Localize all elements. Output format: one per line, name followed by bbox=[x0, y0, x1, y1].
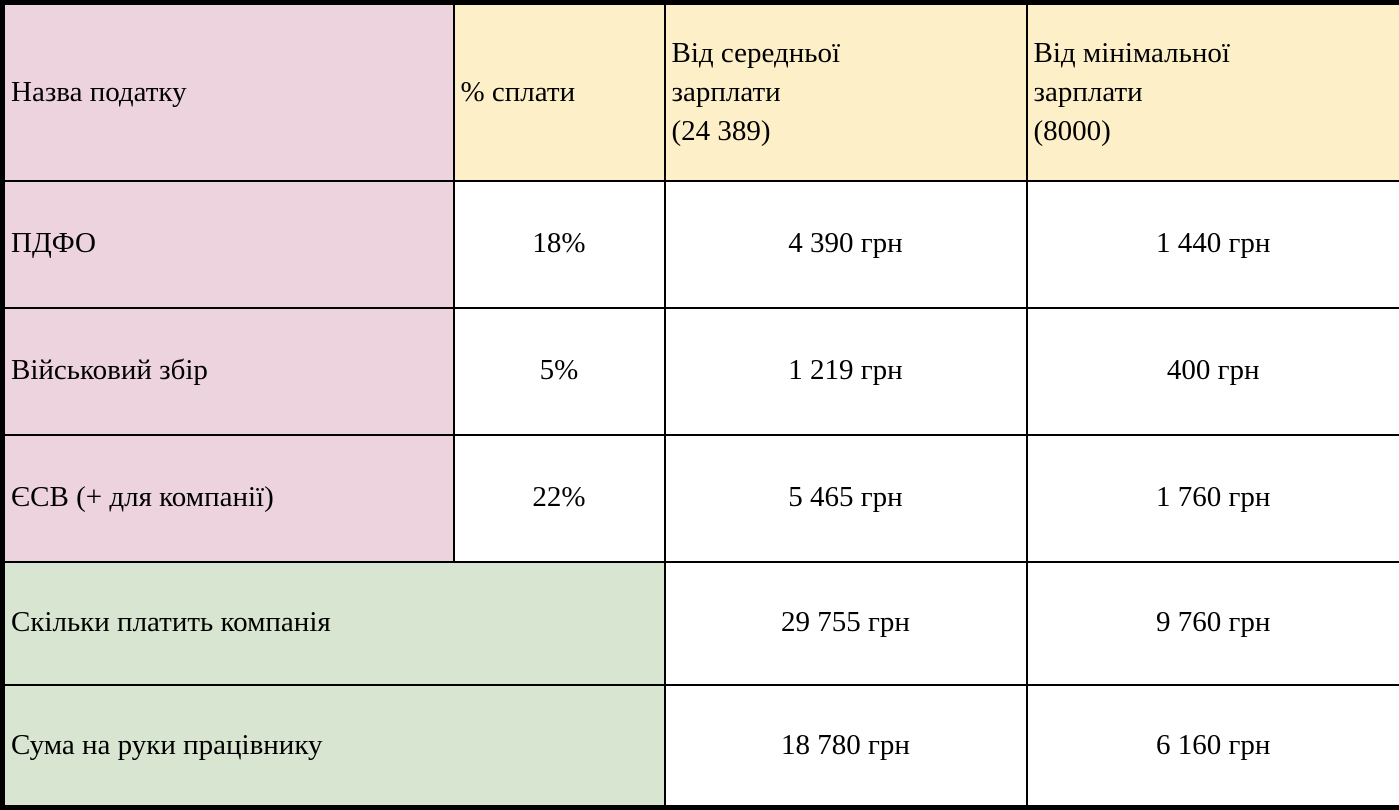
table-header-row: Назва податку % сплати Від середньої зар… bbox=[3, 3, 1399, 181]
tax-min-pdfo: 1 440 грн bbox=[1027, 181, 1399, 308]
table-row: ЄСВ (+ для компанії) 22% 5 465 грн 1 760… bbox=[3, 435, 1399, 562]
tax-percent-esv: 22% bbox=[454, 435, 665, 562]
header-percent: % сплати bbox=[454, 3, 665, 181]
tax-percent-pdfo: 18% bbox=[454, 181, 665, 308]
tax-avg-esv: 5 465 грн bbox=[665, 435, 1027, 562]
tax-name-military: Військовий збір bbox=[3, 308, 454, 435]
summary-min-net-pay: 6 160 грн bbox=[1027, 685, 1399, 808]
tax-min-military: 400 грн bbox=[1027, 308, 1399, 435]
tax-percent-military: 5% bbox=[454, 308, 665, 435]
header-min-salary: Від мінімальної зарплати (8000) bbox=[1027, 3, 1399, 181]
summary-min-company-pays: 9 760 грн bbox=[1027, 562, 1399, 685]
tax-name-pdfo: ПДФО bbox=[3, 181, 454, 308]
table-summary-row: Скільки платить компанія 29 755 грн 9 76… bbox=[3, 562, 1399, 685]
header-tax-name: Назва податку bbox=[3, 3, 454, 181]
table-summary-row: Сума на руки працівнику 18 780 грн 6 160… bbox=[3, 685, 1399, 808]
header-avg-salary: Від середньої зарплати (24 389) bbox=[665, 3, 1027, 181]
summary-label-net-pay: Сума на руки працівнику bbox=[3, 685, 665, 808]
tax-min-esv: 1 760 грн bbox=[1027, 435, 1399, 562]
table-row: Військовий збір 5% 1 219 грн 400 грн bbox=[3, 308, 1399, 435]
tax-avg-pdfo: 4 390 грн bbox=[665, 181, 1027, 308]
summary-avg-company-pays: 29 755 грн bbox=[665, 562, 1027, 685]
tax-avg-military: 1 219 грн bbox=[665, 308, 1027, 435]
tax-name-esv: ЄСВ (+ для компанії) bbox=[3, 435, 454, 562]
summary-label-company-pays: Скільки платить компанія bbox=[3, 562, 665, 685]
table-row: ПДФО 18% 4 390 грн 1 440 грн bbox=[3, 181, 1399, 308]
summary-avg-net-pay: 18 780 грн bbox=[665, 685, 1027, 808]
